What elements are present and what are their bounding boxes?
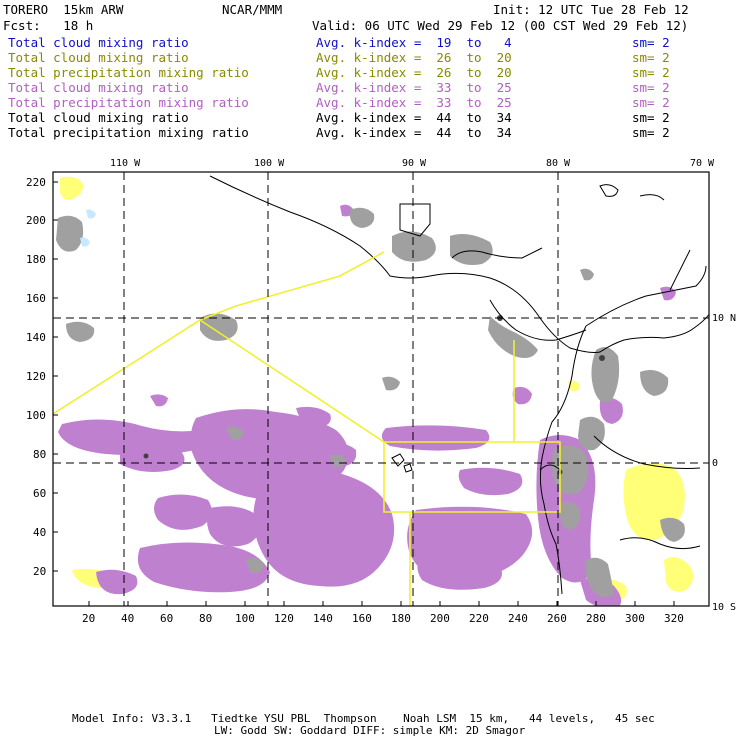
x-tick-label: 40: [121, 612, 135, 625]
legend-row-sm: sm= 2: [632, 125, 670, 140]
legend-row-range: Avg. k-index = 19 to 4: [316, 35, 512, 50]
y-tick-label: 140: [26, 331, 46, 344]
x-tick-label: 80: [199, 612, 213, 625]
y-tick-label: 160: [26, 292, 46, 305]
legend-row-range: Avg. k-index = 44 to 34: [316, 125, 512, 140]
legend-row-field: Total precipitation mixing ratio: [8, 95, 249, 110]
y-tick-label: 200: [26, 214, 46, 227]
y-tick-label: 120: [26, 370, 46, 383]
x-tick-label: 220: [469, 612, 489, 625]
x-tick-label: 60: [160, 612, 174, 625]
valid-time: Valid: 06 UTC Wed 29 Feb 12 (00 CST Wed …: [312, 18, 689, 33]
x-tick-label: 100: [235, 612, 255, 625]
legend-row-range: Avg. k-index = 26 to 20: [316, 50, 512, 65]
legend-row-sm: sm= 2: [632, 65, 670, 80]
x-tick-label: 300: [625, 612, 645, 625]
x-tick-label: 160: [352, 612, 372, 625]
x-tick-label: 280: [586, 612, 606, 625]
legend-row-field: Total precipitation mixing ratio: [8, 125, 249, 140]
legend-row-field: Total cloud mixing ratio: [8, 80, 189, 95]
flight-tracks: [53, 251, 561, 606]
legend-row-field: Total cloud mixing ratio: [8, 50, 189, 65]
legend-row-range: Avg. k-index = 44 to 34: [316, 110, 512, 125]
x-tick-label: 120: [274, 612, 294, 625]
lat-label: 10 S: [712, 602, 737, 613]
x-tick-label: 260: [547, 612, 567, 625]
legend-row-range: Avg. k-index = 26 to 20: [316, 65, 512, 80]
blue-patches: [80, 209, 96, 247]
legend-row-sm: sm= 2: [632, 35, 670, 50]
lat-label: 10 N: [712, 313, 737, 324]
lon-label: 80 W: [546, 158, 571, 169]
legend-row-range: Avg. k-index = 33 to 25: [316, 95, 512, 110]
legend-row-sm: sm= 2: [632, 50, 670, 65]
gray-patches: [56, 207, 685, 598]
init-time: Init: 12 UTC Tue 28 Feb 12: [493, 2, 689, 17]
y-tick-label: 80: [33, 448, 47, 461]
y-tick-label: 60: [33, 487, 47, 500]
field-shading: [53, 175, 709, 606]
x-tick-label: 20: [82, 612, 96, 625]
legend-row-sm: sm= 2: [632, 80, 670, 95]
lon-label: 100 W: [254, 158, 285, 169]
model-title: TORERO 15km ARW: [3, 2, 124, 17]
lat-label: 0: [712, 458, 719, 469]
forecast-hour: Fcst: 18 h: [3, 18, 94, 33]
y-tick-label: 100: [26, 409, 46, 422]
x-tick-label: 200: [430, 612, 450, 625]
legend-row-sm: sm= 2: [632, 110, 670, 125]
legend-row-field: Total precipitation mixing ratio: [8, 65, 249, 80]
legend-row-field: Total cloud mixing ratio: [8, 110, 189, 125]
axis-ticks: [53, 181, 675, 606]
lon-label: 110 W: [110, 158, 141, 169]
org-label: NCAR/MMM: [222, 2, 283, 17]
y-tick-label: 180: [26, 253, 46, 266]
x-tick-label: 240: [508, 612, 528, 625]
y-tick-label: 40: [33, 526, 47, 539]
model-info-line1: Model Info: V3.3.1 Tiedtke YSU PBL Thomp…: [72, 712, 655, 725]
legend-row-sm: sm= 2: [632, 95, 670, 110]
legend-row-field: Total cloud mixing ratio: [8, 35, 189, 50]
lat-lon-grid: [53, 172, 709, 606]
plot-frame: [52, 171, 710, 607]
x-tick-label: 180: [391, 612, 411, 625]
lon-label: 70 W: [690, 158, 715, 169]
model-info-line2: LW: Godd SW: Goddard DIFF: simple KM: 2D…: [214, 724, 526, 737]
y-tick-label: 20: [33, 565, 47, 578]
x-tick-label: 320: [664, 612, 684, 625]
y-tick-label: 220: [26, 176, 46, 189]
lon-label: 90 W: [402, 158, 427, 169]
purple-patches: [58, 204, 676, 606]
x-tick-label: 140: [313, 612, 333, 625]
coastlines: [209, 175, 709, 595]
legend-row-range: Avg. k-index = 33 to 25: [316, 80, 512, 95]
